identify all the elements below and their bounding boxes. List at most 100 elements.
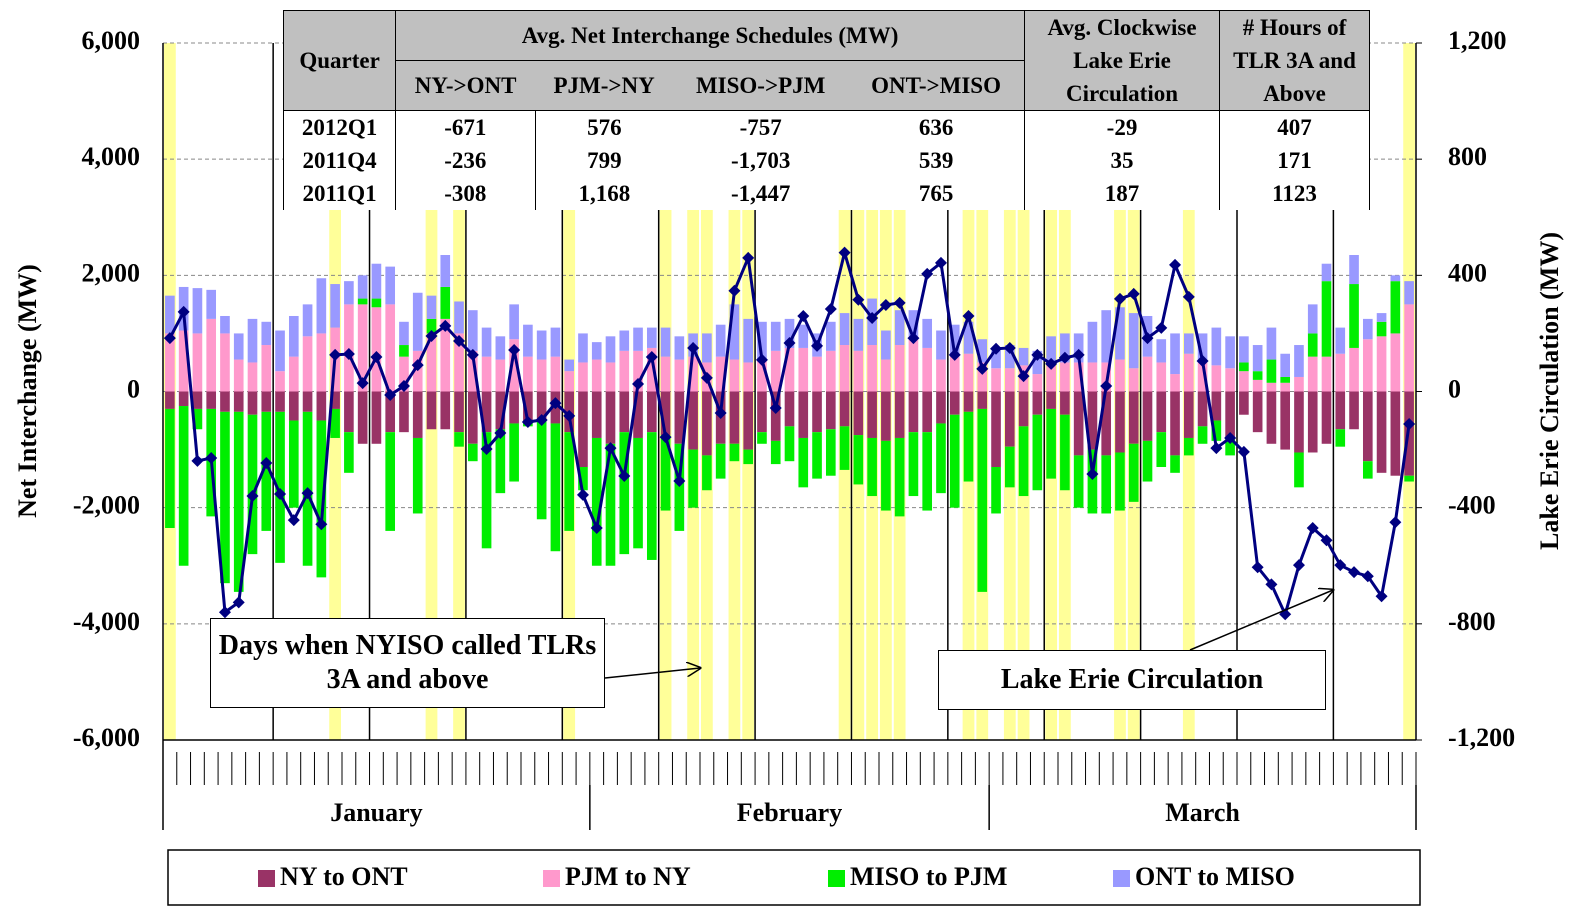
marker	[769, 402, 782, 415]
bar	[467, 350, 478, 392]
bar	[867, 391, 877, 438]
marker	[742, 251, 755, 264]
bar	[1004, 446, 1015, 488]
bar	[715, 324, 726, 357]
bar	[316, 333, 327, 392]
bar	[853, 350, 864, 392]
bar	[1087, 362, 1098, 392]
bar	[578, 391, 588, 468]
bar	[770, 440, 781, 465]
bar	[894, 345, 905, 392]
y2-tick-label: -800	[1448, 607, 1496, 636]
table-subheader: MISO->PJM	[673, 60, 849, 111]
marker	[480, 443, 493, 456]
marker	[411, 359, 424, 372]
bar	[991, 368, 1001, 392]
bar	[853, 318, 864, 351]
marker	[1182, 290, 1195, 303]
bar	[316, 278, 327, 334]
bar	[1060, 362, 1070, 392]
table-cell: -671	[395, 110, 536, 144]
bar	[1349, 255, 1359, 285]
marker	[1169, 258, 1182, 271]
bar	[192, 391, 203, 409]
bar	[330, 408, 340, 438]
bar	[881, 359, 891, 392]
marker	[1403, 418, 1416, 431]
bar	[536, 391, 547, 421]
bar	[1060, 414, 1070, 491]
bar	[1183, 391, 1194, 438]
bar	[578, 333, 588, 363]
bar	[399, 321, 409, 346]
bar	[646, 327, 657, 348]
bar	[1252, 391, 1263, 433]
marker	[356, 377, 369, 390]
bar	[1211, 327, 1222, 366]
month-label: January	[330, 798, 422, 827]
marker	[673, 474, 686, 487]
bar	[743, 362, 754, 392]
bar	[1376, 321, 1387, 337]
bar	[233, 359, 244, 392]
table-cell: -1,703	[730, 148, 791, 173]
marker	[618, 470, 631, 483]
table-header: Quarter	[282, 10, 397, 111]
table-subheader: ONT->MISO	[848, 60, 1025, 111]
bar	[674, 443, 685, 531]
bar	[881, 391, 891, 441]
marker	[1086, 467, 1099, 480]
bar	[1307, 391, 1318, 453]
bar	[784, 391, 795, 427]
marker	[1320, 534, 1333, 547]
bar	[1239, 371, 1249, 392]
bar	[385, 266, 396, 305]
bar	[578, 362, 588, 392]
y-tick-label: -4,000	[73, 607, 140, 636]
bar	[949, 391, 960, 415]
bar	[371, 298, 382, 308]
table-cell: -757	[739, 115, 782, 140]
bar	[275, 371, 285, 392]
marker	[287, 514, 300, 527]
bar	[605, 362, 616, 392]
bar	[1004, 368, 1015, 392]
bar	[646, 391, 657, 433]
bar	[1294, 376, 1304, 392]
bar	[1266, 327, 1277, 360]
marker	[811, 339, 824, 352]
bar	[1073, 391, 1084, 456]
bar	[839, 345, 850, 392]
legend-label: NY to ONT	[280, 862, 408, 891]
marker	[1210, 442, 1223, 455]
table-cell: -1,447	[730, 181, 791, 206]
bar	[412, 391, 423, 438]
bar	[1087, 449, 1098, 514]
bar	[426, 391, 437, 430]
marker	[274, 488, 287, 501]
bar	[357, 304, 368, 392]
bar	[688, 356, 698, 392]
bar	[729, 391, 740, 444]
bar	[1156, 362, 1167, 392]
bar	[977, 391, 988, 409]
bar	[330, 284, 340, 328]
bar	[288, 420, 299, 508]
bar	[633, 437, 643, 549]
marker	[1058, 351, 1071, 364]
table-cell: 407	[1219, 110, 1370, 144]
bar	[949, 356, 960, 392]
bar	[1376, 391, 1387, 473]
bar	[674, 359, 685, 392]
bar	[440, 391, 451, 430]
bar	[509, 339, 519, 392]
bar	[633, 350, 643, 392]
bar	[357, 298, 368, 305]
marker	[934, 256, 947, 269]
bar	[1390, 281, 1401, 334]
bar	[825, 429, 836, 476]
bar	[1294, 452, 1304, 488]
marker	[907, 332, 920, 345]
marker	[1141, 332, 1154, 345]
bar	[1335, 327, 1346, 354]
